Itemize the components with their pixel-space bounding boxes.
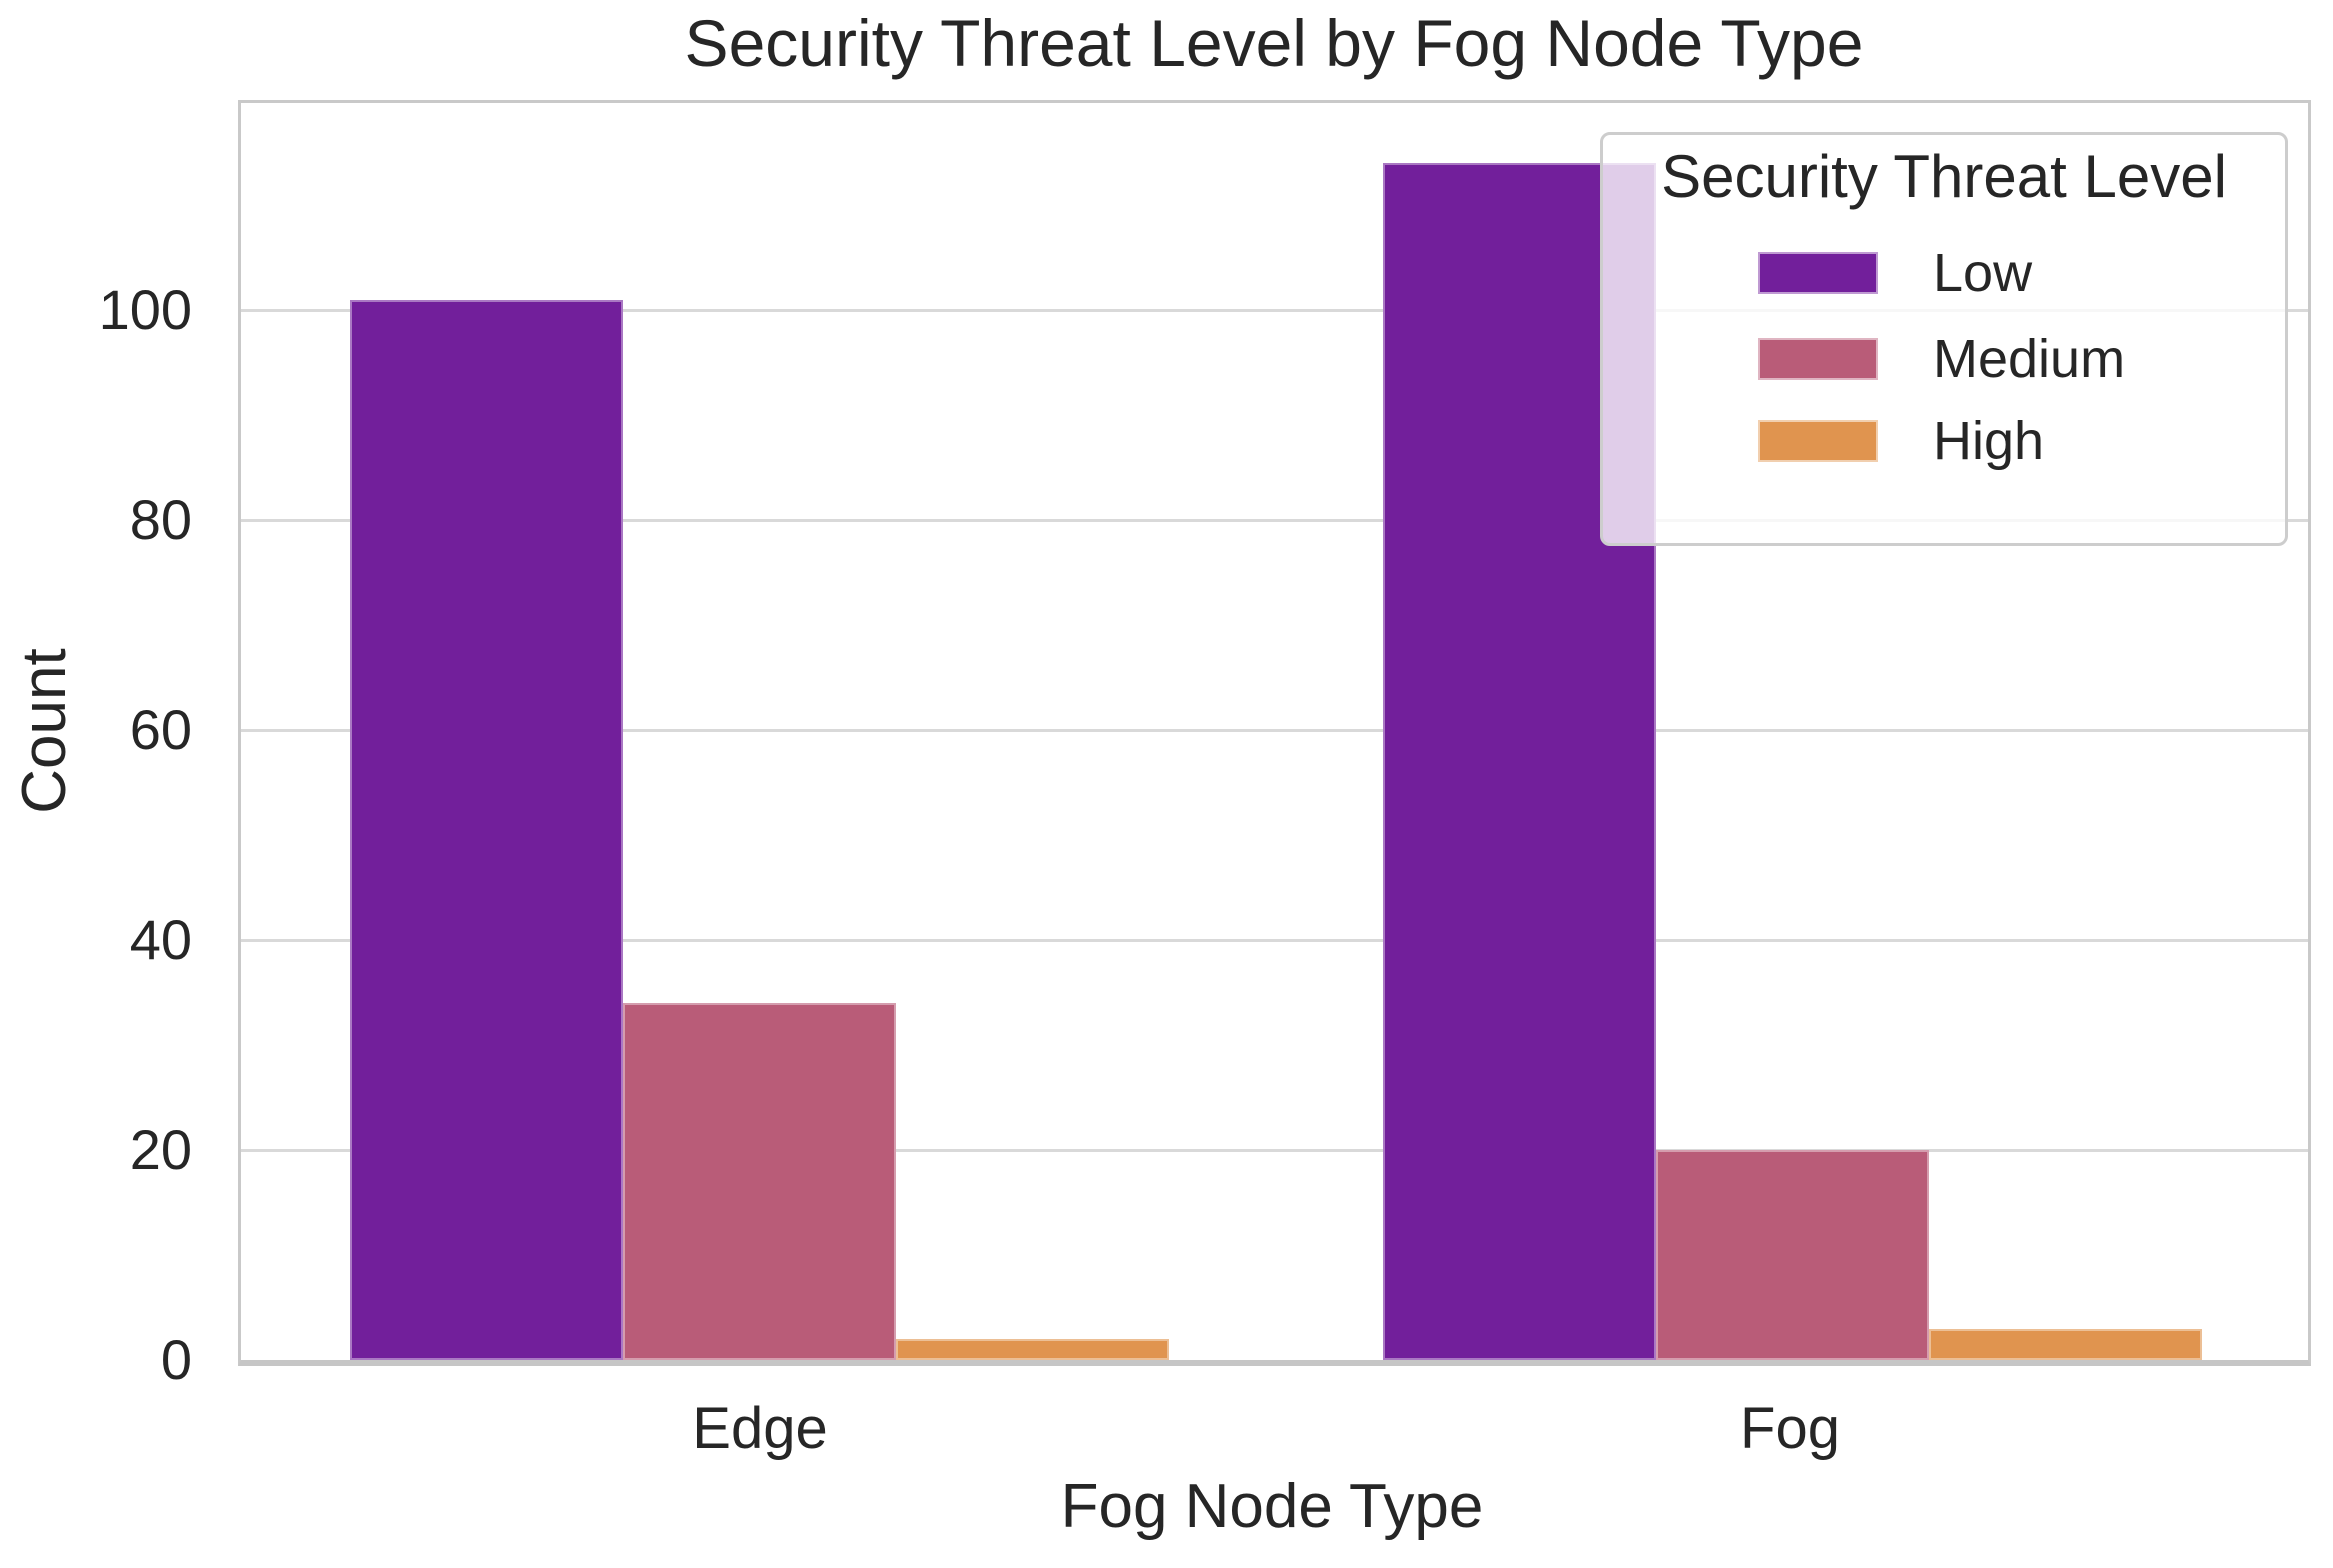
legend-label-medium: Medium [1933,329,2126,389]
legend-entry-low: Low [1758,244,2032,302]
gridline-60 [241,729,2308,732]
bar-edge-medium [623,1003,896,1360]
bar-edge-low [350,299,623,1360]
legend-swatch-low-icon [1758,252,1878,294]
y-axis-ticks: 0 20 40 60 80 100 [0,0,210,1568]
legend-label-low: Low [1933,243,2033,303]
y-tick-80: 80 [129,488,192,551]
legend-title: Security Threat Level [1661,143,2227,210]
y-tick-60: 60 [129,698,192,761]
bar-fog-high [1929,1328,2202,1360]
y-tick-0: 0 [160,1328,192,1391]
legend-swatch-medium-icon [1758,338,1878,380]
gridline-100 [241,309,2308,312]
gridline-80 [241,519,2308,522]
y-tick-40: 40 [129,908,192,971]
y-tick-100: 100 [98,278,192,341]
legend-label-high: High [1933,411,2045,471]
legend: Security Threat Level Low Medium High [1600,132,2288,546]
legend-swatch-high-icon [1758,420,1878,462]
legend-entry-high: High [1758,412,2044,470]
chart-title: Security Threat Level by Fog Node Type [684,6,1864,80]
x-axis-label: Fog Node Type [1060,1472,1484,1541]
x-tick-fog: Fog [1740,1396,1840,1461]
x-tick-edge: Edge [692,1396,828,1461]
gridline-40 [241,939,2308,942]
bar-fog-medium [1656,1150,1929,1360]
legend-entry-medium: Medium [1758,330,2125,388]
bar-edge-high [896,1339,1169,1360]
gridline-20 [241,1149,2308,1152]
y-tick-20: 20 [129,1118,192,1181]
